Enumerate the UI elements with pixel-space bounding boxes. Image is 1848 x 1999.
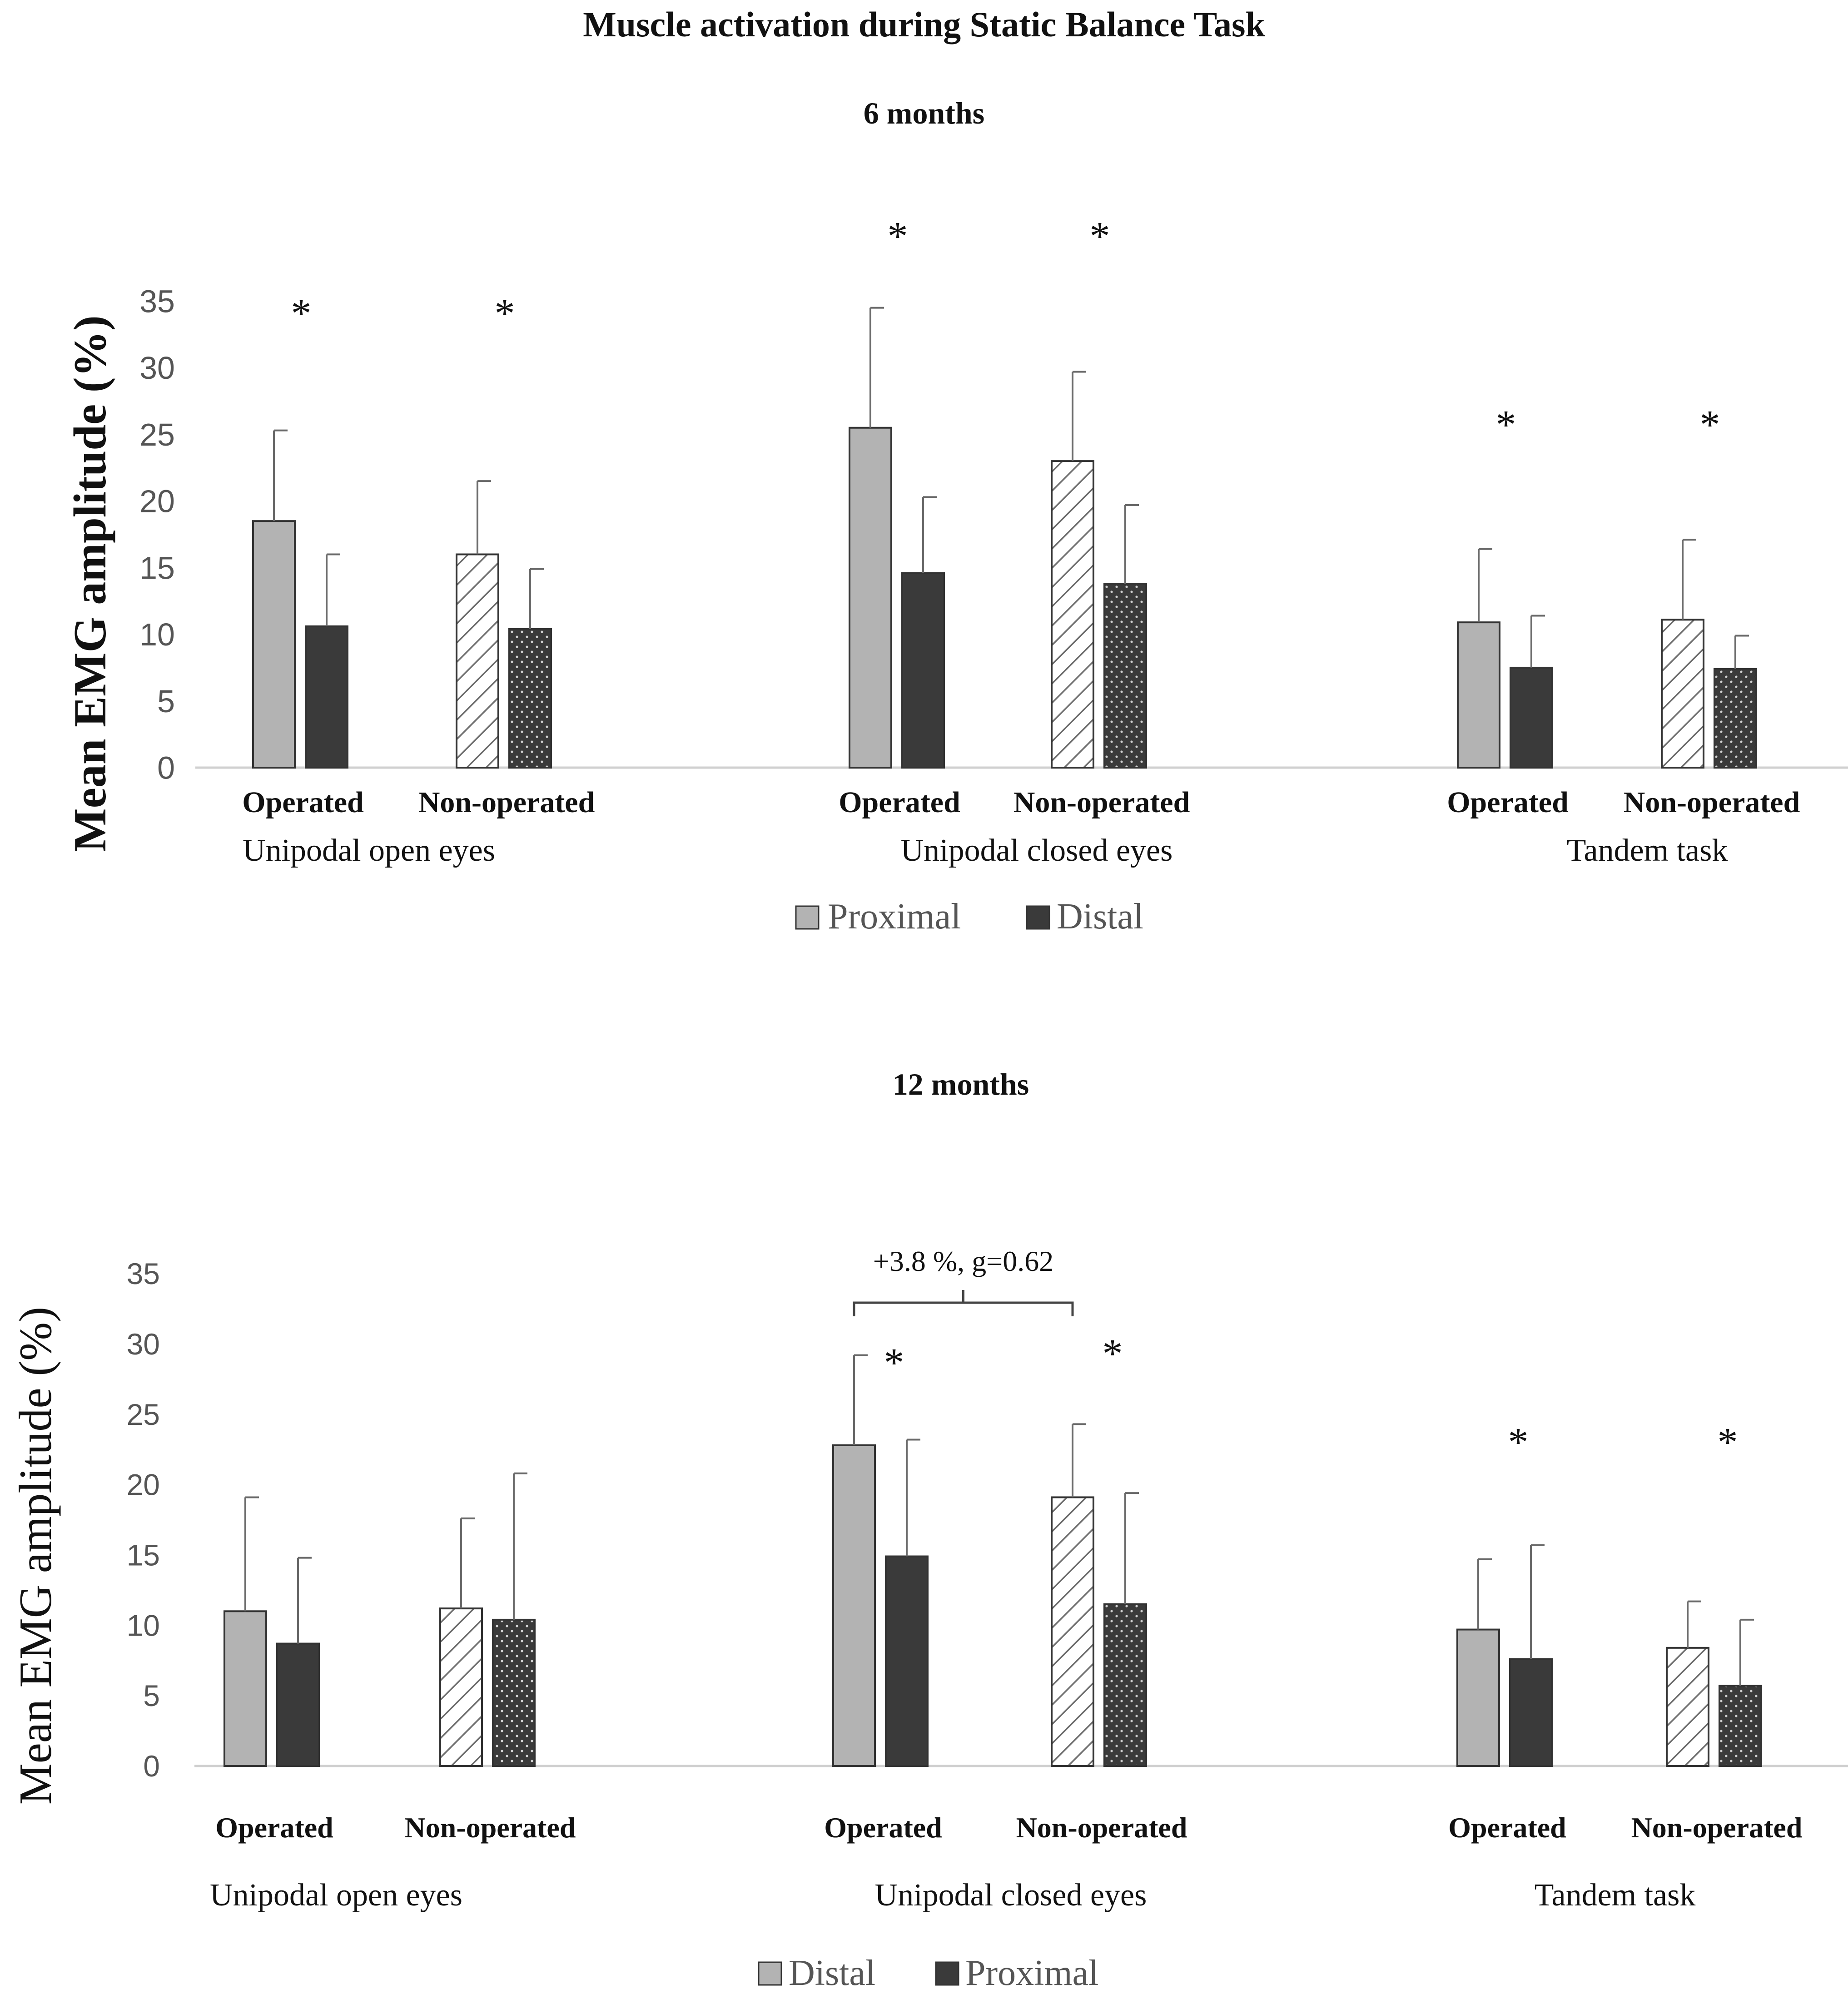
y-tick-label: 25 <box>139 417 175 452</box>
y-tick-label: 30 <box>139 350 175 386</box>
group-label-unipodal-open-eyes: Unipodal open eyes <box>210 1878 462 1913</box>
y-tick-label: 35 <box>127 1257 160 1290</box>
y-tick-label: 0 <box>143 1749 160 1783</box>
y-tick-label: 35 <box>139 284 175 319</box>
category-label-operated: Operated <box>1447 786 1569 819</box>
significance-star: * <box>1090 214 1110 259</box>
bar-proximal-non-operated-unipodal-closed-eyes <box>1051 460 1094 769</box>
bar-distal-non-operated-tandem-task <box>1714 668 1757 769</box>
legend-swatch-distal <box>758 1961 782 1986</box>
bar-proximal-non-operated-unipodal-open-eyes <box>456 553 499 769</box>
chart-panel-6-months: 6 months Mean EMG amplitude (%) 0 5 10 15 20… <box>65 96 1848 937</box>
category-label-non-operated: Non-operated <box>1016 1811 1187 1844</box>
y-tick-label: 20 <box>127 1468 160 1502</box>
bar-proximal-non-operated-unipodal-open-eyes <box>492 1618 536 1767</box>
category-label-non-operated: Non-operated <box>1624 786 1800 819</box>
bar-proximal-operated-unipodal-open-eyes <box>276 1642 320 1767</box>
category-label-operated: Operated <box>215 1811 333 1844</box>
significance-star: * <box>888 214 908 259</box>
bar-distal-non-operated-unipodal-closed-eyes <box>1051 1496 1094 1767</box>
significance-bracket <box>853 1301 1074 1316</box>
category-label-non-operated: Non-operated <box>1631 1811 1803 1844</box>
group-label-unipodal-closed-eyes: Unipodal closed eyes <box>875 1878 1147 1913</box>
group-label-tandem-task: Tandem task <box>1567 833 1728 868</box>
legend-swatch-proximal <box>935 1961 959 1986</box>
legend-label-proximal: Proximal <box>965 1953 1098 1993</box>
significance-star: * <box>1496 402 1516 447</box>
y-tick-label: 10 <box>127 1608 160 1642</box>
y-tick-label: 0 <box>157 750 175 786</box>
bar-distal-non-operated-tandem-task <box>1666 1647 1709 1767</box>
legend: Proximal Distal <box>795 897 1143 937</box>
category-label-non-operated: Non-operated <box>418 786 595 819</box>
bar-distal-operated-unipodal-closed-eyes <box>901 572 945 769</box>
y-tick-label: 5 <box>143 1679 160 1712</box>
y-axis-label: Mean EMG amplitude (%) <box>65 315 116 852</box>
category-label-operated: Operated <box>242 786 364 819</box>
bar-distal-operated-tandem-task <box>1510 666 1553 769</box>
bar-proximal-non-operated-unipodal-closed-eyes <box>1103 1603 1147 1767</box>
significance-star: * <box>1103 1331 1123 1376</box>
group-label-tandem-task: Tandem task <box>1535 1878 1696 1913</box>
bar-distal-non-operated-unipodal-closed-eyes <box>1103 583 1147 769</box>
category-label-operated: Operated <box>839 786 960 819</box>
significance-star: * <box>1508 1420 1529 1465</box>
significance-star: * <box>291 291 312 336</box>
category-label-non-operated: Non-operated <box>1013 786 1190 819</box>
y-tick-label: 15 <box>127 1538 160 1572</box>
y-tick-label: 30 <box>127 1327 160 1361</box>
bar-distal-operated-unipodal-open-eyes <box>224 1610 267 1767</box>
significance-star: * <box>884 1340 904 1385</box>
legend-label-proximal: Proximal <box>828 897 961 937</box>
y-tick-label: 20 <box>139 484 175 519</box>
bar-proximal-operated-unipodal-closed-eyes <box>885 1555 929 1767</box>
bar-proximal-operated-unipodal-closed-eyes <box>849 427 892 769</box>
category-label-operated: Operated <box>1448 1811 1566 1844</box>
figure-title: Muscle activation during Static Balance … <box>583 5 1265 44</box>
legend-swatch-proximal <box>795 905 820 930</box>
y-tick-label: 5 <box>157 684 175 719</box>
bar-distal-operated-tandem-task <box>1456 1628 1500 1767</box>
chart-panel-12-months: 12 months Mean EMG amplitude (%) 0 5 10 15 2… <box>10 1067 1848 1993</box>
effect-size-label: +3.8 %, g=0.62 <box>873 1245 1054 1277</box>
bar-proximal-non-operated-tandem-task <box>1719 1685 1762 1767</box>
y-tick-label: 10 <box>139 617 175 652</box>
chart-title: 6 months <box>864 96 984 130</box>
bar-proximal-operated-tandem-task <box>1457 621 1500 769</box>
category-label-non-operated: Non-operated <box>405 1811 576 1844</box>
bar-distal-non-operated-unipodal-open-eyes <box>439 1607 483 1767</box>
y-tick-label: 25 <box>127 1398 160 1431</box>
legend-swatch-distal <box>1026 905 1050 930</box>
y-axis-label: Mean EMG amplitude (%) <box>10 1307 61 1805</box>
bar-distal-non-operated-unipodal-open-eyes <box>508 628 552 769</box>
bar-distal-operated-unipodal-open-eyes <box>305 625 348 769</box>
group-label-unipodal-closed-eyes: Unipodal closed eyes <box>901 833 1173 868</box>
bar-distal-operated-unipodal-closed-eyes <box>832 1444 876 1767</box>
category-label-operated: Operated <box>824 1811 942 1844</box>
significance-star: * <box>1700 402 1720 447</box>
bar-proximal-operated-tandem-task <box>1509 1658 1553 1767</box>
legend-label-distal: Distal <box>1057 897 1143 937</box>
y-tick-label: 15 <box>139 550 175 585</box>
legend-label-distal: Distal <box>789 1953 875 1993</box>
group-label-unipodal-open-eyes: Unipodal open eyes <box>243 833 495 868</box>
legend: Distal Proximal <box>758 1953 1098 1993</box>
significance-star: * <box>495 291 515 336</box>
bar-proximal-operated-unipodal-open-eyes <box>252 520 296 769</box>
chart-title: 12 months <box>893 1067 1029 1101</box>
bar-proximal-non-operated-tandem-task <box>1661 619 1704 769</box>
significance-star: * <box>1718 1420 1738 1465</box>
